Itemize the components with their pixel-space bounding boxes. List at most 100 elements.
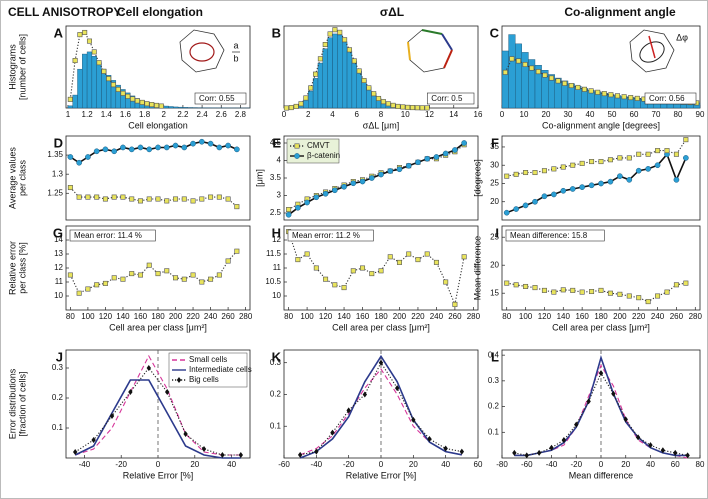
marker bbox=[405, 162, 412, 169]
y-tick-label: 35 bbox=[490, 142, 499, 151]
marker bbox=[415, 159, 421, 166]
x-tick-label: -20 bbox=[570, 460, 582, 469]
marker bbox=[574, 421, 579, 428]
marker bbox=[424, 155, 431, 162]
marker bbox=[513, 206, 519, 212]
x-tick-label: 220 bbox=[411, 312, 425, 321]
x-tick-label: 12 bbox=[425, 110, 434, 119]
histogram-bar bbox=[332, 33, 338, 109]
y-tick-label: 2.5 bbox=[270, 208, 282, 217]
marker bbox=[542, 72, 548, 78]
histogram-bar bbox=[337, 34, 343, 109]
marker bbox=[532, 170, 538, 176]
histogram-bar bbox=[342, 41, 348, 109]
x-tick-label: 100 bbox=[81, 312, 95, 321]
x-tick-label: 2.8 bbox=[235, 110, 247, 119]
inset-label: a bbox=[233, 40, 238, 50]
marker bbox=[555, 78, 561, 84]
marker bbox=[146, 146, 153, 153]
marker bbox=[551, 191, 557, 198]
x-tick-label: 6 bbox=[355, 110, 360, 119]
x-tick-label: 40 bbox=[586, 110, 595, 119]
marker bbox=[396, 259, 402, 265]
annotation: Mean difference: 15.8 bbox=[510, 231, 588, 240]
marker bbox=[314, 448, 319, 455]
inset-label: b bbox=[233, 53, 238, 63]
x-axis-label: Cell area per class [μm²] bbox=[109, 322, 207, 332]
x-tick-label: 200 bbox=[169, 312, 183, 321]
marker bbox=[541, 193, 548, 200]
marker bbox=[172, 142, 179, 149]
panel-letter: G bbox=[53, 225, 63, 240]
x-tick-label: 120 bbox=[538, 312, 552, 321]
x-tick-label: 180 bbox=[374, 312, 388, 321]
x-tick-label: 2.4 bbox=[197, 110, 209, 119]
marker bbox=[190, 198, 196, 204]
marker bbox=[368, 175, 375, 181]
x-tick-label: 14 bbox=[449, 110, 458, 119]
cell-ellipse bbox=[639, 41, 665, 63]
panel-letter: L bbox=[491, 349, 499, 364]
column-title: Cell elongation bbox=[117, 5, 203, 19]
x-tick-label: 280 bbox=[467, 312, 481, 321]
marker bbox=[332, 282, 338, 288]
y-tick-label: 11 bbox=[273, 263, 282, 272]
marker bbox=[376, 95, 382, 101]
marker bbox=[512, 449, 517, 456]
panel-letter: D bbox=[54, 135, 63, 150]
marker bbox=[601, 91, 607, 97]
marker bbox=[513, 171, 519, 177]
marker bbox=[165, 389, 170, 395]
marker bbox=[410, 105, 416, 111]
marker bbox=[588, 88, 594, 94]
marker bbox=[101, 68, 107, 74]
x-tick-label: 280 bbox=[689, 312, 703, 321]
marker bbox=[598, 180, 604, 187]
marker bbox=[164, 268, 170, 274]
y-tick-label: 0.1 bbox=[52, 423, 64, 432]
marker bbox=[607, 178, 614, 185]
histogram-bar bbox=[351, 61, 357, 109]
x-tick-label: 90 bbox=[696, 110, 705, 119]
x-tick-label: 180 bbox=[151, 312, 165, 321]
y-tick-label: 30 bbox=[490, 160, 499, 169]
x-tick-label: -40 bbox=[546, 460, 558, 469]
marker bbox=[541, 168, 547, 174]
marker bbox=[595, 89, 601, 95]
x-tick-label: 260 bbox=[670, 312, 684, 321]
marker bbox=[337, 29, 343, 35]
marker bbox=[551, 166, 557, 172]
x-tick-label: 20 bbox=[190, 460, 199, 469]
plot-frame bbox=[501, 135, 701, 221]
annotation-box bbox=[69, 229, 156, 242]
x-axis-label: Mean difference bbox=[569, 470, 633, 480]
marker bbox=[427, 435, 432, 442]
x-tick-label: 200 bbox=[613, 312, 627, 321]
marker bbox=[201, 446, 207, 452]
histogram-bar bbox=[515, 43, 523, 109]
histogram-bar bbox=[96, 62, 102, 109]
marker bbox=[93, 148, 100, 155]
y-tick-label: 10 bbox=[54, 291, 63, 300]
marker bbox=[322, 190, 329, 197]
marker bbox=[424, 251, 430, 257]
marker bbox=[424, 105, 430, 111]
marker bbox=[155, 144, 161, 151]
marker bbox=[522, 62, 528, 68]
x-tick-label: 160 bbox=[356, 312, 370, 321]
histogram-bar bbox=[356, 70, 362, 109]
x-tick-label: 220 bbox=[632, 312, 646, 321]
marker bbox=[102, 196, 108, 202]
row-label: Error distributions bbox=[7, 368, 17, 439]
y-tick-label: 4.5 bbox=[270, 138, 282, 147]
marker bbox=[120, 194, 126, 200]
marker bbox=[433, 259, 439, 265]
marker bbox=[199, 196, 205, 202]
marker bbox=[502, 69, 508, 75]
marker bbox=[548, 75, 554, 81]
marker bbox=[523, 283, 529, 289]
marker bbox=[286, 207, 292, 213]
y-tick-label: 0.3 bbox=[488, 376, 500, 385]
marker bbox=[406, 251, 412, 257]
marker bbox=[293, 103, 299, 109]
